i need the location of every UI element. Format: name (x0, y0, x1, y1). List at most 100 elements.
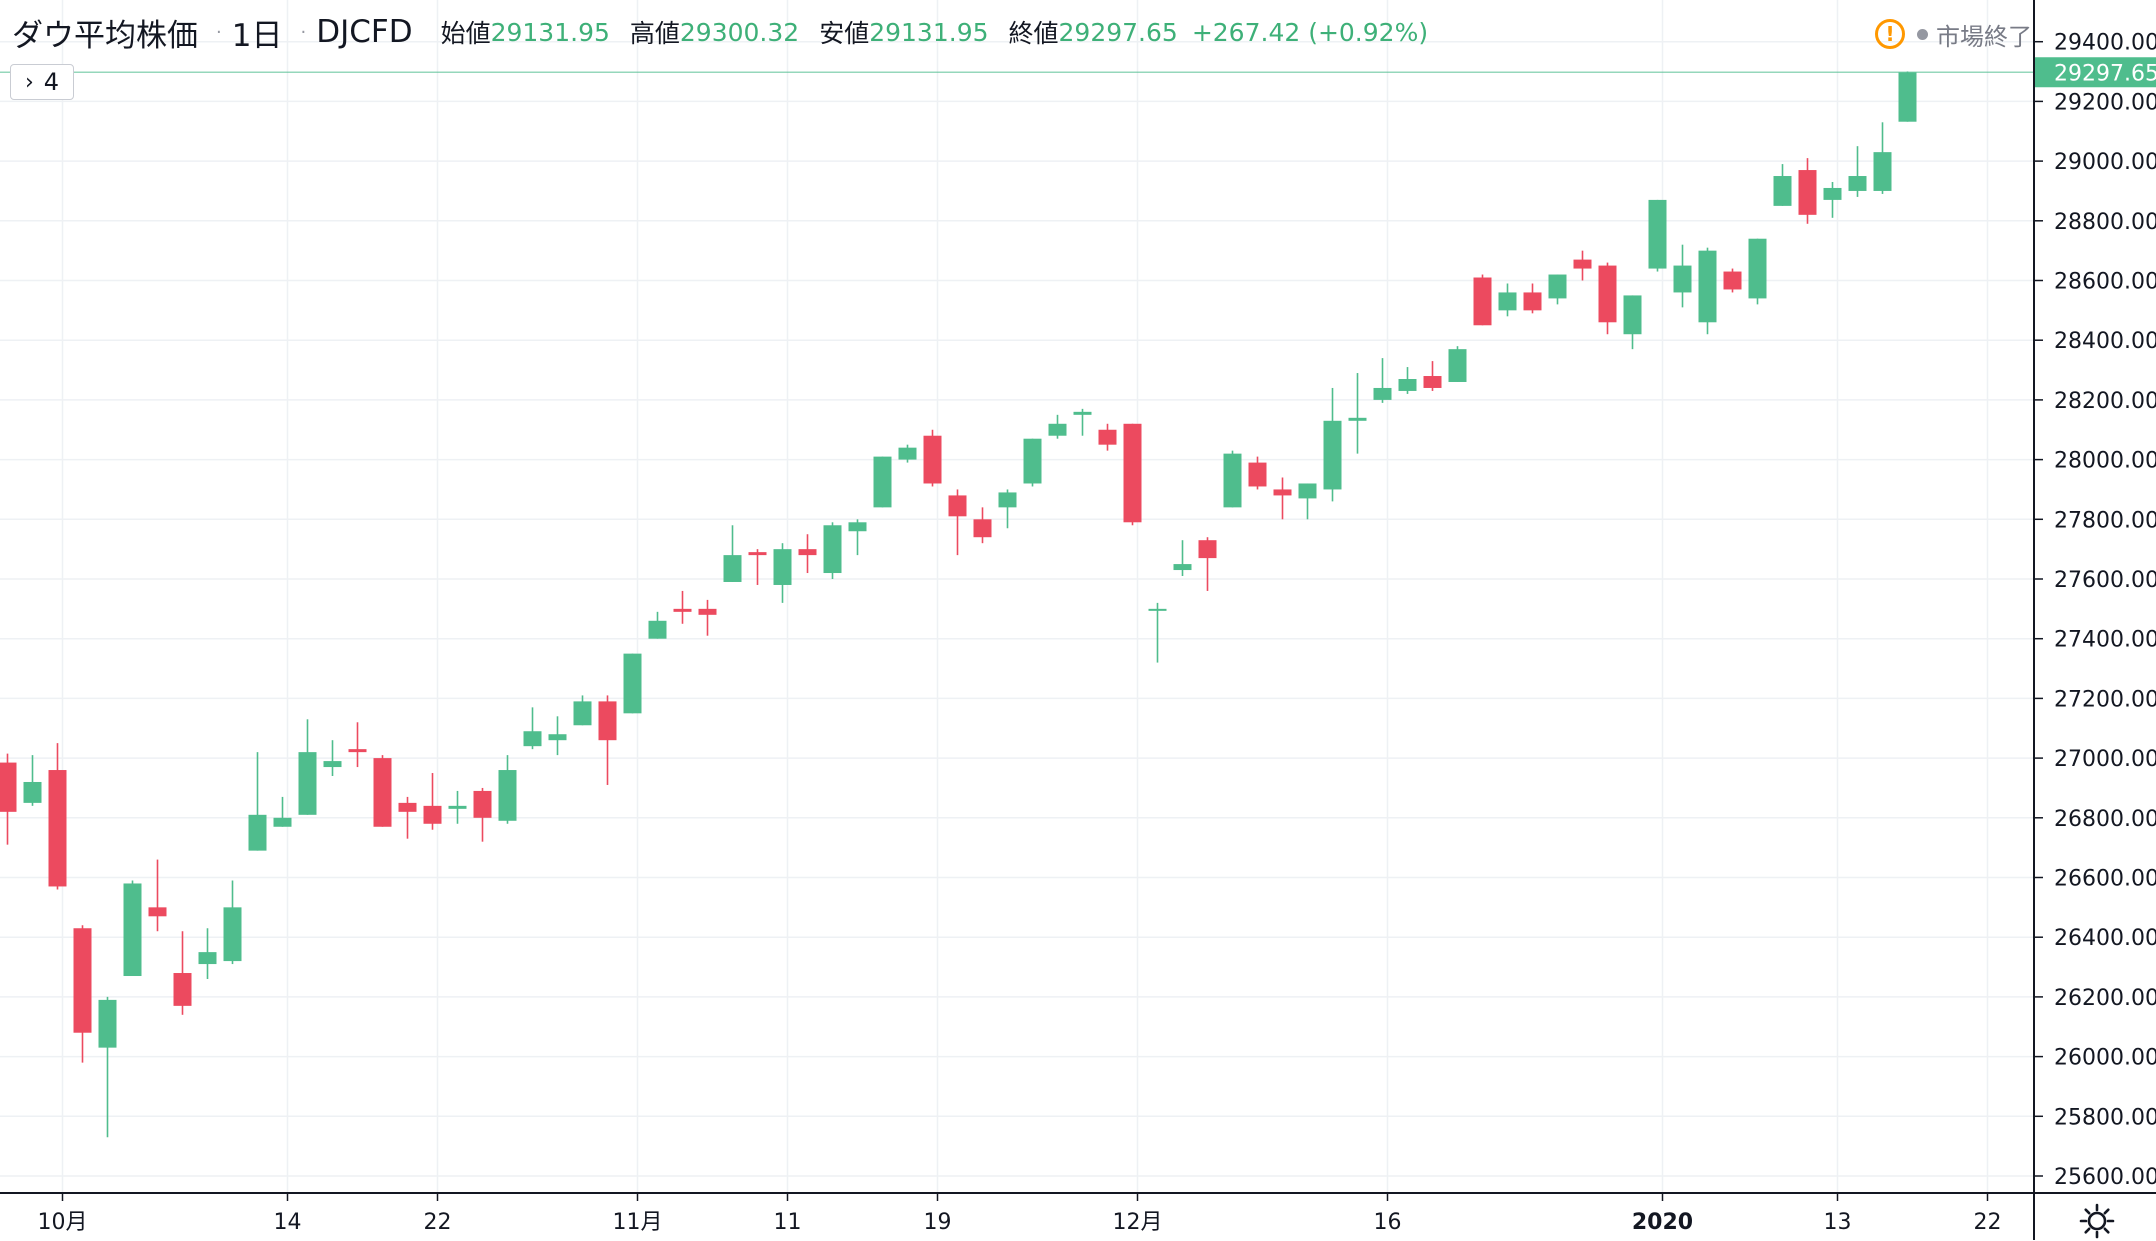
candle-body (348, 749, 367, 753)
candle (248, 752, 267, 851)
candle-body (1898, 72, 1917, 122)
candle-body (1148, 608, 1167, 611)
x-tick-label: 14 (274, 1210, 302, 1235)
y-tick-label: 26400.00 (2054, 926, 2156, 951)
candle-body (1848, 176, 1867, 191)
y-tick-label: 27600.00 (2054, 568, 2156, 593)
warning-icon[interactable]: ! (1875, 19, 1905, 49)
candle-body (973, 519, 992, 538)
candle (773, 543, 792, 603)
candle-body (648, 620, 667, 639)
market-status-text: 市場終了 (1936, 22, 2032, 51)
candle-body (1598, 265, 1617, 323)
candle (1273, 477, 1292, 520)
candle (1698, 247, 1717, 335)
chart-grid (0, 0, 2034, 1193)
candle (1323, 387, 1342, 502)
time-axis[interactable]: 10月 14 22 11月 11 19 12月 16 2020 13 22 (0, 1192, 2156, 1235)
candle (673, 590, 692, 624)
candle (1148, 602, 1167, 663)
candle-body (848, 522, 867, 532)
candle-body (823, 525, 842, 574)
candle (1473, 274, 1492, 326)
candle (473, 787, 492, 842)
candle (73, 925, 92, 1063)
x-tick-label: 10月 (38, 1210, 88, 1235)
candle (1198, 537, 1217, 591)
candle (1048, 414, 1067, 439)
candle-body (1573, 259, 1592, 269)
last-price-tag (2034, 57, 2156, 88)
candle (623, 653, 642, 714)
candle (323, 740, 342, 777)
candle-body (223, 907, 242, 962)
candle-body (498, 770, 517, 821)
open-label: 始値 (440, 19, 491, 48)
candle (1023, 438, 1042, 487)
candle (1573, 250, 1592, 281)
candle (0, 753, 17, 845)
candle-body (923, 435, 942, 484)
candle-body (1448, 349, 1467, 382)
candle (273, 796, 292, 827)
candle (448, 790, 467, 824)
candle-body (1248, 462, 1267, 487)
candle (548, 716, 567, 756)
y-tick-label: 26000.00 (2054, 1046, 2156, 1071)
candle (1673, 244, 1692, 308)
interval-label[interactable]: 1日 (231, 17, 283, 54)
candle-body (1298, 483, 1317, 499)
low-label: 安値 (819, 19, 870, 48)
y-tick-label: 27200.00 (2054, 687, 2156, 712)
candle-body (323, 761, 342, 768)
candle (973, 507, 992, 544)
legend-separator: · (216, 21, 222, 43)
candle-body (1198, 540, 1217, 559)
candle (1748, 238, 1767, 305)
candle (823, 522, 842, 579)
candle (998, 489, 1017, 529)
open-value: 29131.95 (490, 17, 610, 47)
candle-body (1423, 376, 1442, 388)
y-tick-label: 28400.00 (2054, 329, 2156, 354)
candle-body (598, 701, 617, 741)
candle-body (373, 758, 392, 827)
market-closed-dot-icon (1917, 28, 1928, 40)
candle-body (1473, 277, 1492, 326)
candle-body (0, 762, 17, 812)
y-tick-label: 28000.00 (2054, 449, 2156, 474)
high-value: 29300.32 (679, 17, 800, 47)
x-tick-label: 22 (1974, 1210, 2002, 1235)
candle (498, 755, 517, 824)
candle-body (748, 552, 767, 556)
gear-icon[interactable] (2077, 1201, 2117, 1241)
candle (1173, 540, 1192, 577)
candle-body (1373, 387, 1392, 400)
change-value: +267.42 (+0.92%) (1191, 17, 1429, 47)
candle-body (1723, 271, 1742, 290)
symbol-name[interactable]: ダウ平均株価 (12, 17, 198, 54)
y-tick-label: 27800.00 (2054, 508, 2156, 533)
candle-body (1823, 187, 1842, 200)
candle-body (1873, 152, 1892, 191)
candle (98, 996, 117, 1138)
candle-body (298, 752, 317, 815)
candle (148, 859, 167, 932)
candle-body (248, 814, 267, 851)
candle-body (573, 701, 592, 726)
candle (1873, 122, 1892, 194)
y-tick-label: 29400.00 (2054, 31, 2156, 56)
y-tick-label: 25800.00 (2054, 1105, 2156, 1130)
candle-body (1773, 176, 1792, 206)
price-axis[interactable]: 25600.00 25800.00 26000.00 26200.00 26400.00… (2033, 0, 2156, 1240)
x-tick-label: 2020 (1632, 1210, 1693, 1235)
candle-body (1548, 274, 1567, 299)
x-tick-label: 13 (1824, 1210, 1852, 1235)
candle-body (698, 608, 717, 615)
indicators-toggle-button[interactable]: › 4 (10, 64, 74, 100)
candle (1623, 295, 1642, 350)
candle (1523, 283, 1542, 314)
candle-body (1048, 423, 1067, 436)
market-status[interactable]: ! 市場終了 (1875, 14, 2032, 54)
